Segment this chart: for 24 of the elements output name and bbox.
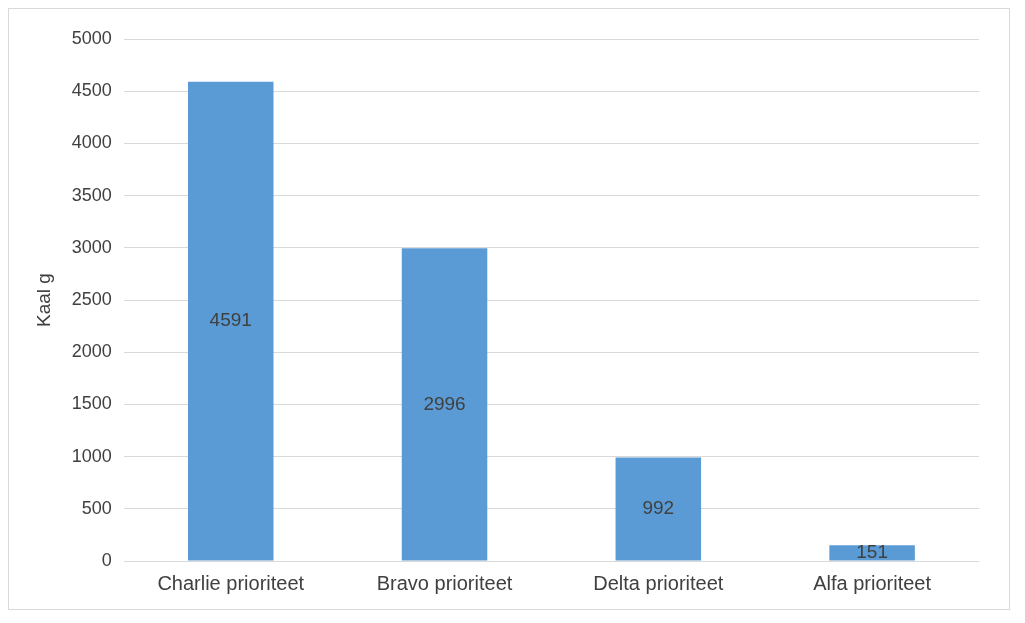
y-tick-label: 500 (81, 497, 112, 518)
data-label: 151 (856, 541, 888, 563)
data-label: 2996 (423, 392, 466, 414)
y-tick-label: 1000 (71, 445, 112, 466)
bar (829, 545, 915, 561)
bar (615, 457, 702, 561)
y-tick-label: 1500 (71, 393, 112, 414)
bar (187, 81, 274, 561)
y-tick-label: 4000 (71, 132, 112, 153)
y-tick-label: 3500 (71, 184, 112, 205)
bar (401, 248, 488, 561)
y-tick-label: 3000 (71, 236, 112, 257)
x-tick-label: Delta prioriteet (593, 571, 724, 594)
y-axis-title: Kaal g (32, 273, 54, 327)
x-tick-label: Alfa prioriteet (813, 571, 932, 594)
y-tick-label: 0 (101, 549, 112, 570)
y-tick-label: 2000 (71, 341, 112, 362)
x-tick-label: Bravo prioriteet (376, 571, 513, 594)
data-label: 4591 (209, 309, 252, 331)
data-label: 992 (642, 497, 675, 519)
y-tick-label: 4500 (71, 80, 112, 101)
y-tick-label: 2500 (71, 288, 112, 309)
y-tick-label: 5000 (71, 27, 112, 48)
x-tick-label: Charlie prioriteet (157, 571, 305, 594)
